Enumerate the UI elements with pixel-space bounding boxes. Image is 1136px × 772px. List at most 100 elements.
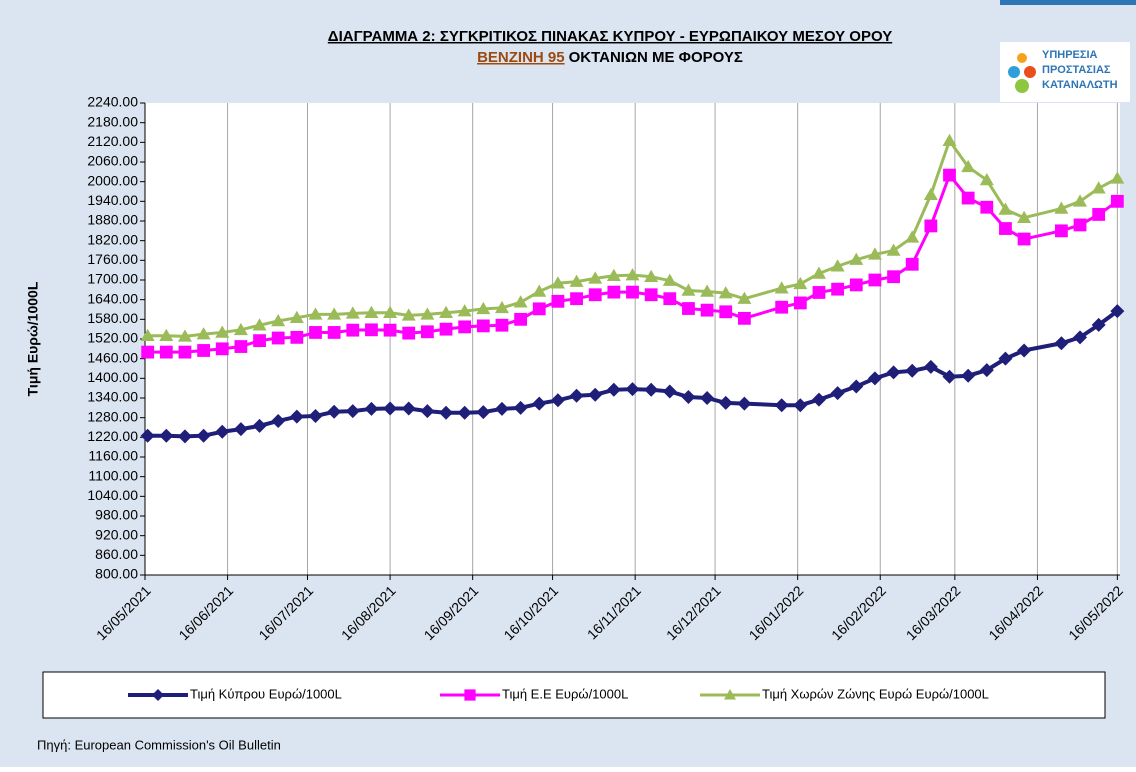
- marker: [979, 173, 994, 186]
- marker: [905, 230, 920, 243]
- y-tick-label: 1520.00: [87, 330, 138, 346]
- y-tick-label: 1340.00: [87, 389, 138, 405]
- marker: [476, 405, 491, 420]
- marker: [439, 322, 453, 336]
- marker: [588, 288, 602, 302]
- marker: [1017, 343, 1032, 358]
- marker: [830, 259, 845, 272]
- marker: [737, 396, 752, 411]
- marker: [513, 295, 528, 308]
- marker: [1110, 171, 1125, 184]
- marker: [849, 379, 864, 394]
- marker: [774, 281, 789, 294]
- marker: [1091, 181, 1106, 194]
- marker: [383, 323, 397, 337]
- marker: [271, 331, 285, 345]
- marker: [464, 689, 476, 701]
- marker: [345, 404, 360, 419]
- marker: [980, 200, 994, 214]
- marker: [346, 323, 360, 337]
- marker: [494, 300, 509, 314]
- marker: [662, 273, 677, 286]
- marker: [271, 313, 286, 327]
- marker: [1110, 304, 1125, 319]
- marker: [309, 326, 322, 339]
- marker: [401, 308, 416, 321]
- marker: [420, 404, 435, 419]
- marker: [177, 329, 192, 342]
- marker: [793, 398, 808, 413]
- marker: [569, 274, 584, 287]
- legend-box: [42, 671, 1106, 719]
- y-tick-label: 800.00: [95, 566, 138, 582]
- marker: [140, 428, 155, 443]
- y-tick-label: 2060.00: [87, 153, 138, 169]
- marker: [905, 257, 919, 271]
- marker: [177, 429, 192, 444]
- marker: [718, 395, 733, 410]
- marker: [495, 318, 509, 332]
- y-tick-label: 1100.00: [88, 467, 138, 483]
- marker: [532, 396, 547, 411]
- marker: [196, 327, 211, 340]
- y-tick-label: 1220.00: [87, 428, 138, 444]
- marker: [364, 305, 379, 319]
- marker: [364, 401, 379, 416]
- y-axis-label: Τιμή Ευρώ/1000L: [25, 281, 41, 396]
- marker: [383, 401, 398, 416]
- marker: [607, 285, 621, 299]
- logo-dot: [1024, 66, 1036, 78]
- y-tick-label: 1880.00: [87, 212, 138, 228]
- y-tick-label: 2180.00: [87, 113, 138, 129]
- marker: [606, 268, 621, 281]
- subtitle: ΟΚΤΑΝΙΩΝ ΜΕ ΦΟΡΟΥΣ: [569, 49, 743, 66]
- marker: [681, 283, 696, 296]
- marker: [849, 278, 863, 292]
- marker: [775, 300, 789, 314]
- marker: [234, 340, 248, 353]
- legend-label: Τιμή Χωρών Ζώνης Ευρώ Ευρώ/1000L: [762, 686, 989, 701]
- logo-text: ΥΠΗΡΕΣΙΑ: [1042, 49, 1098, 61]
- marker: [700, 391, 715, 405]
- marker: [476, 319, 490, 333]
- marker: [476, 301, 491, 315]
- marker: [681, 390, 696, 405]
- marker: [644, 382, 659, 397]
- marker: [737, 311, 751, 325]
- marker: [365, 323, 378, 337]
- marker: [196, 428, 211, 443]
- marker: [886, 243, 901, 256]
- marker: [793, 276, 808, 290]
- source: Πηγή: European Commission's Oil Bulletin: [37, 737, 281, 752]
- marker: [588, 387, 603, 402]
- marker: [644, 269, 659, 282]
- marker: [867, 247, 882, 260]
- logo-dot: [1017, 53, 1027, 63]
- marker: [998, 202, 1013, 215]
- y-tick-label: 860.00: [95, 546, 138, 562]
- legend-label: Τιμή Ε.Ε Ευρώ/1000L: [502, 686, 628, 701]
- marker: [514, 312, 528, 326]
- marker: [868, 273, 882, 287]
- marker: [1017, 210, 1032, 223]
- marker: [849, 252, 864, 265]
- logo-text: ΚΑΤΑΝΑΛΩΤΗ: [1042, 79, 1118, 91]
- y-tick-label: 1400.00: [87, 369, 138, 385]
- y-tick-label: 1580.00: [87, 310, 138, 326]
- marker: [439, 305, 454, 319]
- legend-label: Τιμή Κύπρου Ευρώ/1000L: [190, 686, 342, 701]
- marker: [724, 689, 736, 700]
- y-tick-label: 2240.00: [87, 94, 138, 110]
- marker: [383, 305, 398, 319]
- marker: [662, 384, 677, 399]
- marker: [812, 286, 826, 299]
- y-tick-label: 1280.00: [87, 408, 138, 424]
- marker: [1017, 232, 1031, 246]
- marker: [961, 368, 976, 383]
- marker: [532, 284, 547, 297]
- marker: [961, 191, 975, 205]
- marker: [886, 365, 901, 380]
- marker: [253, 334, 266, 348]
- marker: [923, 359, 938, 374]
